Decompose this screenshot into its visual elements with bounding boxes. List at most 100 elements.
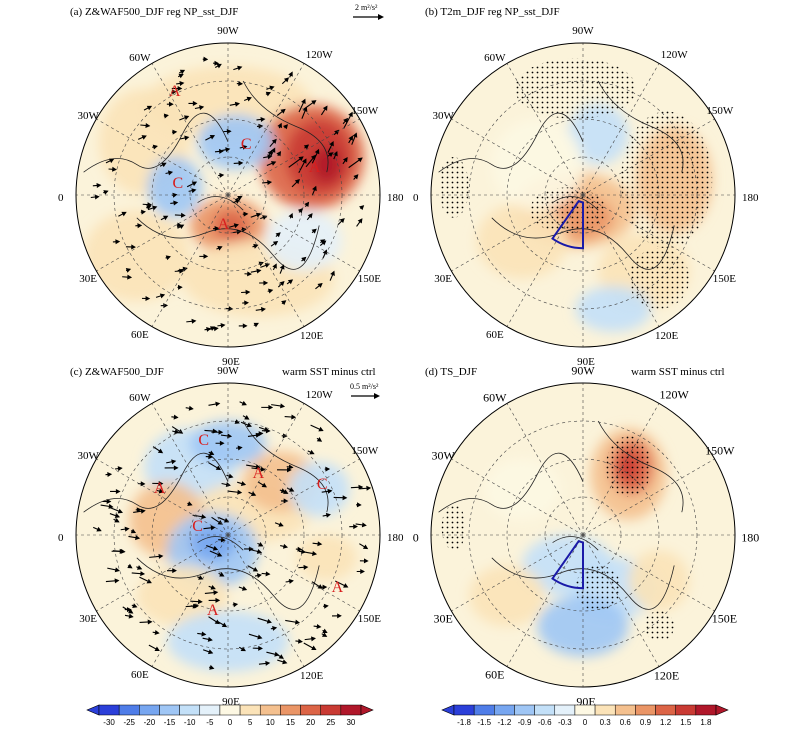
map-canvas	[430, 382, 736, 688]
flux-vector-head	[271, 138, 277, 144]
center-letter: A	[153, 480, 166, 498]
flux-vector-head	[96, 182, 102, 188]
flux-vector-head	[244, 300, 250, 306]
flux-vector-head	[327, 488, 333, 494]
flux-vector-head	[343, 117, 349, 124]
flux-vector-head	[250, 491, 257, 497]
flux-vector-head	[137, 223, 143, 229]
flux-vector-head	[136, 565, 143, 570]
flux-vector-head	[154, 646, 160, 651]
center-letter: C	[316, 475, 328, 493]
anomaly-shading	[147, 157, 203, 218]
latitude-circle	[151, 118, 305, 272]
colorbar-tick-label: -1.2	[497, 718, 511, 727]
flux-vector-head	[152, 205, 158, 211]
reference-vector-label: 0.5 m²/s²	[350, 382, 379, 391]
flux-vector-head	[114, 513, 121, 519]
colorbar-swatch	[239, 704, 261, 716]
coastline	[552, 196, 599, 211]
colorbar-swatch	[514, 704, 535, 716]
panel-a: (a) Z&WAF500_DJF reg NP_sst_DJF 2 m²/s² …	[58, 0, 403, 368]
flux-vector-head	[289, 487, 295, 492]
flux-vector-head	[117, 508, 123, 514]
longitude-label-right: 180	[386, 532, 404, 545]
flux-vector-head	[157, 448, 164, 454]
flux-vector-head	[322, 628, 328, 634]
meridian-line	[227, 534, 305, 667]
flux-vector-head	[178, 73, 184, 79]
flux-vector-head	[177, 85, 183, 92]
flux-vector-head	[125, 267, 132, 273]
flux-vector-head	[147, 619, 153, 625]
colorbar-tick-label: 5	[248, 718, 253, 727]
significance-stippling	[438, 157, 469, 218]
meridian-line	[227, 403, 305, 536]
longitude-label-top: 90W	[217, 24, 239, 37]
flux-vector-head	[265, 91, 272, 97]
colorbar-swatch	[139, 704, 160, 716]
flux-vector-head	[301, 256, 307, 262]
coastline	[438, 452, 584, 513]
flux-vector-head	[209, 326, 216, 331]
flux-vector-head	[294, 619, 301, 625]
colorbar-tick-label: 15	[286, 718, 295, 727]
flux-vector-head	[121, 211, 127, 217]
colorbar-swatch	[494, 704, 515, 716]
flux-vector-head	[265, 571, 271, 577]
flux-vector-head	[366, 485, 372, 491]
colorbar-min-arrow	[441, 704, 455, 716]
meridian-line	[151, 534, 229, 667]
latitude-circle	[506, 118, 660, 272]
coastline	[197, 536, 244, 551]
flux-vector-head	[318, 426, 324, 432]
flux-vector-head	[172, 129, 178, 135]
significance-stippling	[529, 187, 606, 233]
flux-vector-head	[311, 636, 316, 642]
flux-vector-head	[173, 200, 179, 206]
flux-vector-head	[242, 323, 248, 329]
flux-vector-head	[237, 489, 243, 495]
anomaly-shading	[491, 119, 583, 211]
flux-vector-head	[119, 548, 125, 554]
longitude-label-tl: 60W	[129, 52, 151, 65]
anomaly-shading	[469, 565, 545, 627]
anomaly-shading	[311, 146, 342, 183]
longitude-label-tr: 120W	[660, 49, 688, 62]
flux-vector-head	[177, 284, 183, 290]
colorbar-swatch	[675, 704, 697, 716]
meridian-line	[96, 194, 229, 272]
longitude-label-br: 150E	[357, 612, 381, 625]
flux-vector-head	[323, 603, 329, 609]
anomaly-shading	[567, 103, 629, 165]
meridian-line	[227, 194, 360, 272]
polar-map: C A A C C A A 90W 120W 150W 180 150E 120E 90E 60E 30E 0 3…	[58, 360, 403, 708]
center-letter: C	[172, 175, 184, 193]
panel-c: (c) Z&WAF500_DJF warm SST minus ctrl 0.5…	[58, 360, 403, 708]
flux-vector-head	[353, 524, 358, 530]
flux-vector-head	[256, 573, 262, 579]
flux-vector-head	[126, 607, 132, 613]
flux-vector-head	[307, 213, 313, 219]
flux-vector-head	[280, 108, 286, 114]
flux-vector-head	[135, 535, 141, 541]
polar-map: 90W 120W 150W 180 150E 120E 90E 60E 30E 0 30W 60W	[413, 360, 759, 708]
center-letter: C	[192, 518, 203, 536]
colorbar-swatch	[614, 704, 636, 716]
flux-vector-head	[220, 537, 226, 543]
colorbar-tick-label: 30	[346, 718, 355, 727]
longitude-label-bl: 30E	[433, 611, 453, 626]
flux-vector-head	[260, 466, 266, 472]
coastline	[438, 112, 584, 173]
flux-vector-head	[203, 253, 209, 259]
flux-vector-head	[242, 144, 248, 150]
polar-map: 90W 120W 150W 180 150E 120E 90E 60E 30E 0 30W 60W	[413, 0, 758, 368]
flux-vector-head	[328, 152, 334, 158]
flux-vector-head	[219, 440, 225, 446]
flux-vector-head	[334, 129, 340, 135]
flux-vector-head	[117, 466, 123, 472]
flux-vector-head	[268, 404, 274, 410]
longitude-label-tl: 60W	[483, 390, 507, 405]
reference-vector-arrow	[353, 14, 384, 20]
colorbar-tick-label: 0	[228, 718, 233, 727]
map-canvas	[430, 42, 736, 348]
